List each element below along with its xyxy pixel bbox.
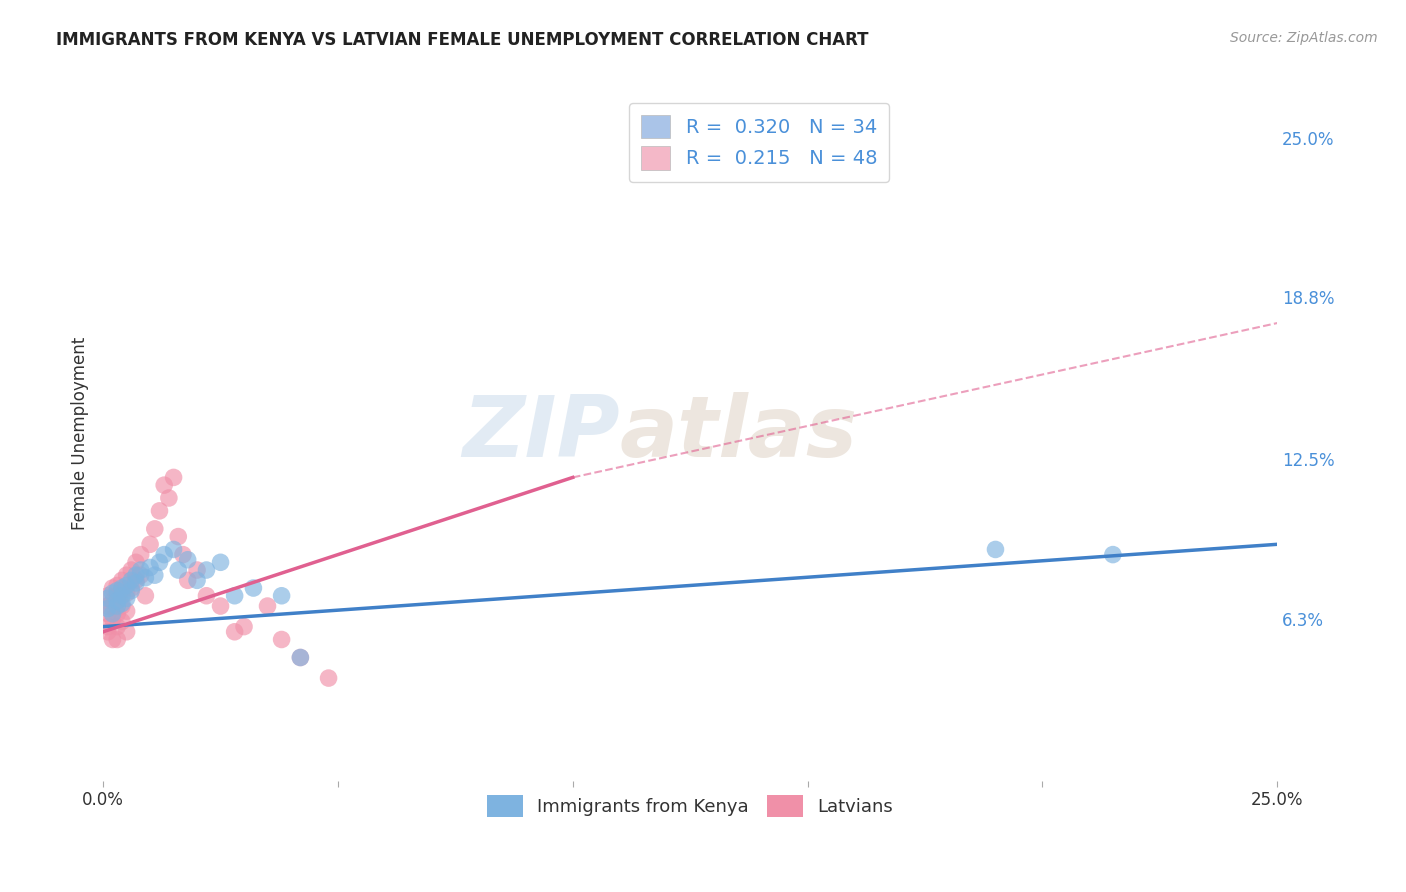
Point bbox=[224, 589, 246, 603]
Point bbox=[224, 624, 246, 639]
Point bbox=[101, 581, 124, 595]
Point bbox=[318, 671, 340, 685]
Point bbox=[1102, 548, 1125, 562]
Point bbox=[115, 568, 138, 582]
Point bbox=[125, 568, 148, 582]
Point bbox=[233, 620, 256, 634]
Point bbox=[101, 612, 124, 626]
Point bbox=[186, 574, 208, 588]
Point bbox=[97, 589, 120, 603]
Point bbox=[120, 581, 142, 595]
Point bbox=[111, 589, 134, 603]
Point bbox=[162, 470, 184, 484]
Point bbox=[984, 542, 1007, 557]
Point bbox=[120, 583, 142, 598]
Point bbox=[129, 548, 152, 562]
Point bbox=[97, 620, 120, 634]
Point bbox=[148, 504, 170, 518]
Point bbox=[101, 607, 124, 621]
Point bbox=[115, 578, 138, 592]
Y-axis label: Female Unemployment: Female Unemployment bbox=[72, 337, 89, 531]
Point bbox=[105, 578, 128, 592]
Point bbox=[143, 568, 166, 582]
Point bbox=[153, 478, 176, 492]
Point bbox=[129, 563, 152, 577]
Point bbox=[125, 555, 148, 569]
Point bbox=[105, 599, 128, 613]
Text: Source: ZipAtlas.com: Source: ZipAtlas.com bbox=[1230, 31, 1378, 45]
Point bbox=[139, 537, 162, 551]
Point bbox=[125, 574, 148, 588]
Point bbox=[105, 594, 128, 608]
Point bbox=[209, 599, 232, 613]
Point bbox=[111, 581, 134, 595]
Point bbox=[139, 560, 162, 574]
Point bbox=[101, 586, 124, 600]
Point bbox=[157, 491, 180, 505]
Point bbox=[111, 583, 134, 598]
Point bbox=[195, 589, 218, 603]
Point bbox=[143, 522, 166, 536]
Point bbox=[97, 624, 120, 639]
Point bbox=[120, 563, 142, 577]
Point bbox=[111, 599, 134, 613]
Point bbox=[167, 530, 190, 544]
Text: ZIP: ZIP bbox=[463, 392, 620, 475]
Point bbox=[101, 599, 124, 613]
Point bbox=[105, 589, 128, 603]
Text: atlas: atlas bbox=[620, 392, 858, 475]
Point bbox=[105, 607, 128, 621]
Point bbox=[290, 650, 312, 665]
Point bbox=[153, 548, 176, 562]
Point bbox=[111, 574, 134, 588]
Point bbox=[105, 583, 128, 598]
Point bbox=[256, 599, 278, 613]
Point bbox=[186, 563, 208, 577]
Point bbox=[101, 632, 124, 647]
Point bbox=[162, 542, 184, 557]
Point bbox=[115, 624, 138, 639]
Point bbox=[120, 574, 142, 588]
Point bbox=[105, 620, 128, 634]
Point bbox=[97, 599, 120, 613]
Point bbox=[125, 575, 148, 590]
Text: IMMIGRANTS FROM KENYA VS LATVIAN FEMALE UNEMPLOYMENT CORRELATION CHART: IMMIGRANTS FROM KENYA VS LATVIAN FEMALE … bbox=[56, 31, 869, 49]
Point bbox=[172, 548, 194, 562]
Point bbox=[105, 632, 128, 647]
Point bbox=[290, 650, 312, 665]
Point bbox=[97, 607, 120, 621]
Point bbox=[270, 589, 292, 603]
Point bbox=[111, 615, 134, 629]
Point bbox=[97, 591, 120, 606]
Legend: Immigrants from Kenya, Latvians: Immigrants from Kenya, Latvians bbox=[479, 788, 901, 824]
Point bbox=[176, 574, 198, 588]
Point bbox=[111, 597, 134, 611]
Point bbox=[195, 563, 218, 577]
Point bbox=[134, 571, 156, 585]
Point bbox=[167, 563, 190, 577]
Point bbox=[115, 591, 138, 606]
Point bbox=[176, 553, 198, 567]
Point bbox=[97, 601, 120, 615]
Point bbox=[209, 555, 232, 569]
Point bbox=[242, 581, 264, 595]
Point bbox=[134, 589, 156, 603]
Point bbox=[101, 594, 124, 608]
Point bbox=[115, 586, 138, 600]
Point bbox=[129, 568, 152, 582]
Point bbox=[270, 632, 292, 647]
Point bbox=[115, 604, 138, 618]
Point bbox=[148, 555, 170, 569]
